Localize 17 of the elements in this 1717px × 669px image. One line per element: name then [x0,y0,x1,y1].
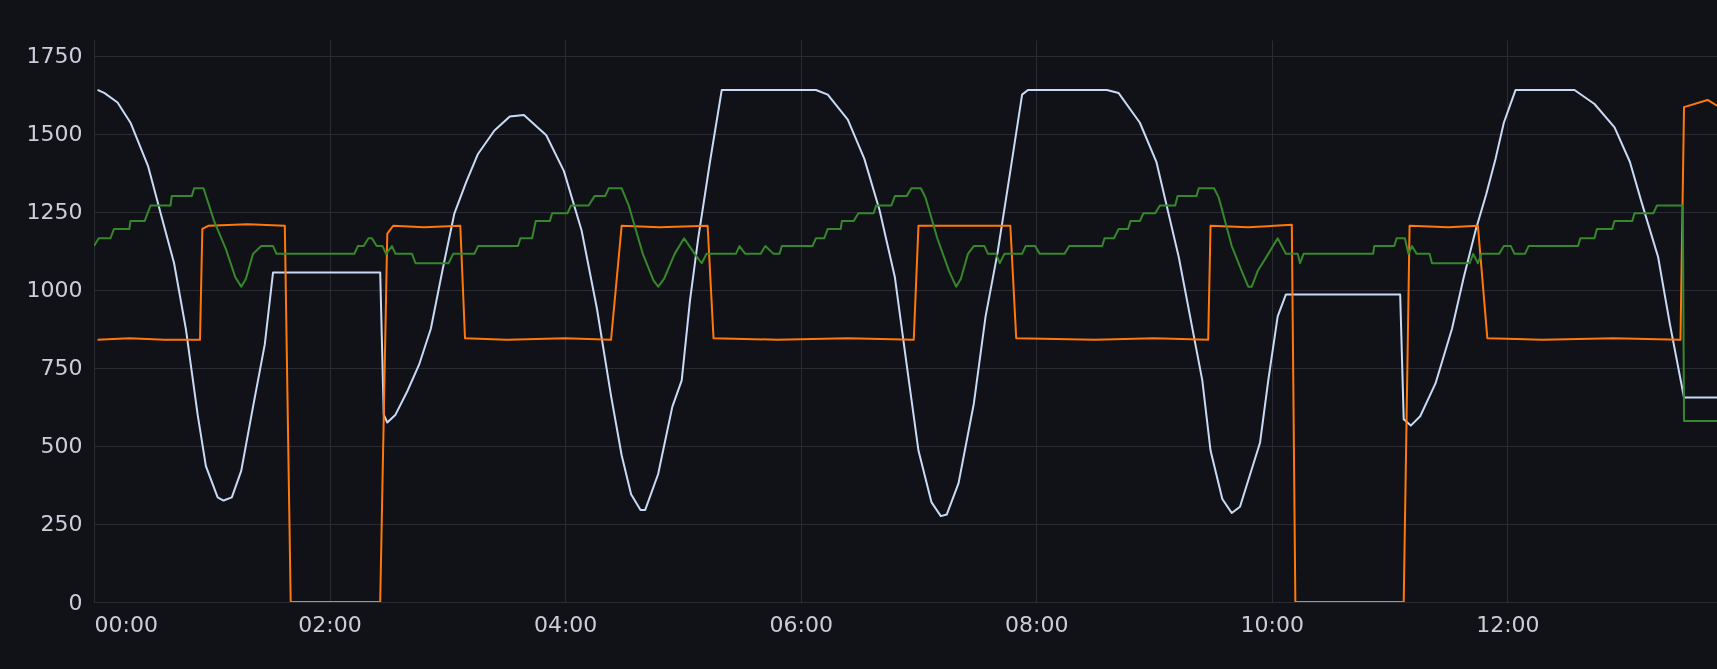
y-tick-label: 1750 [26,43,83,69]
y-tick-label: 1000 [26,277,83,303]
y-tick-label: 250 [40,511,83,537]
y-tick-label: 500 [40,433,83,459]
x-tick-label: 10:00 [1240,611,1304,637]
x-tick-label: 04:00 [533,611,598,637]
y-tick-label: 1250 [26,199,83,225]
y-tick-label: 0 [68,589,83,615]
x-tick-label: 06:00 [769,611,833,637]
y-tick-label: 750 [40,355,83,381]
x-tick-label: 02:00 [298,611,362,637]
y-tick-label: 1500 [26,121,83,147]
line-series [96,88,1717,518]
x-tick-label: 12:00 [1476,611,1540,637]
x-tick-label: 08:00 [1005,611,1069,637]
x-tick-label: 00:00 [94,611,158,637]
line-series [94,187,1717,422]
